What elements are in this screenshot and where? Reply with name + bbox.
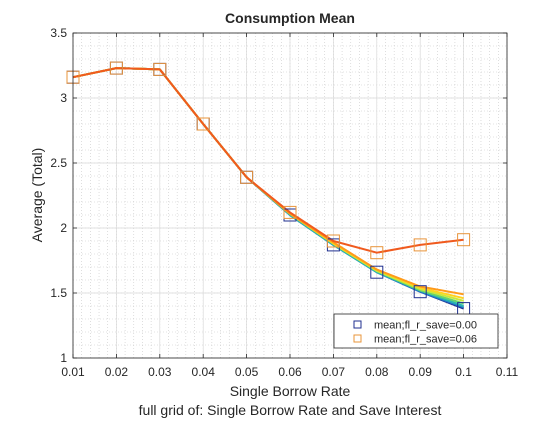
x-tick-label: 0.05 xyxy=(235,365,259,379)
series-line-7 xyxy=(72,67,464,254)
series-line-6 xyxy=(72,67,464,296)
y-tick-label: 3.5 xyxy=(50,26,67,40)
legend-label: mean;fl_r_save=0.06 xyxy=(374,334,477,346)
data-point-marker xyxy=(240,170,254,184)
y-tick-label: 1.5 xyxy=(50,286,67,300)
x-axis-label: Single Borrow Rate xyxy=(230,383,351,399)
data-point-marker xyxy=(283,205,297,219)
x-tick-label: 0.04 xyxy=(192,365,216,379)
y-tick-label: 2 xyxy=(60,221,67,235)
chart-title: Consumption Mean xyxy=(225,10,355,26)
data-point-marker xyxy=(153,62,167,76)
y-tick-label: 3 xyxy=(60,91,67,105)
data-point-marker xyxy=(109,61,123,75)
data-point-marker xyxy=(413,285,427,299)
series-line-4 xyxy=(72,67,464,302)
data-point-marker xyxy=(370,265,384,279)
series-line-2 xyxy=(72,67,464,307)
subtitle: full grid of: Single Borrow Rate and Sav… xyxy=(139,402,442,418)
y-tick-label: 1 xyxy=(60,351,67,365)
data-point-marker xyxy=(326,234,340,248)
legend-marker xyxy=(353,320,362,329)
legend-label: mean;fl_r_save=0.00 xyxy=(374,320,477,332)
x-tick-label: 0.09 xyxy=(409,365,433,379)
series-line-3 xyxy=(72,67,464,305)
data-point-marker xyxy=(413,238,427,252)
ticks-layer: 0.01 0.02 0.03 0.04 0.05 0.06 0.07 0.08 0.09 0.1 0… xyxy=(50,26,518,379)
series-line-0 xyxy=(72,67,464,310)
x-tick-label: 0.07 xyxy=(322,365,346,379)
x-tick-label: 0.11 xyxy=(496,365,519,379)
y-axis-label: Average (Total) xyxy=(29,148,45,243)
x-tick-label: 0.01 xyxy=(61,365,85,379)
x-tick-label: 0.1 xyxy=(455,365,472,379)
data-point-marker xyxy=(370,246,384,260)
series-line-1 xyxy=(72,67,464,309)
y-tick-label: 2.5 xyxy=(50,156,67,170)
x-tick-label: 0.08 xyxy=(365,365,389,379)
series-line-5 xyxy=(72,67,464,300)
data-point-marker xyxy=(196,117,210,131)
legend: mean;fl_r_save=0.00 mean;fl_r_save=0.06 xyxy=(333,313,499,349)
x-tick-label: 0.02 xyxy=(105,365,129,379)
data-point-marker xyxy=(457,233,471,247)
x-tick-label: 0.03 xyxy=(148,365,172,379)
legend-marker xyxy=(353,334,362,343)
x-tick-label: 0.06 xyxy=(278,365,302,379)
major-grid xyxy=(72,32,508,359)
marker-layer xyxy=(66,61,471,316)
series-layer xyxy=(72,67,464,310)
